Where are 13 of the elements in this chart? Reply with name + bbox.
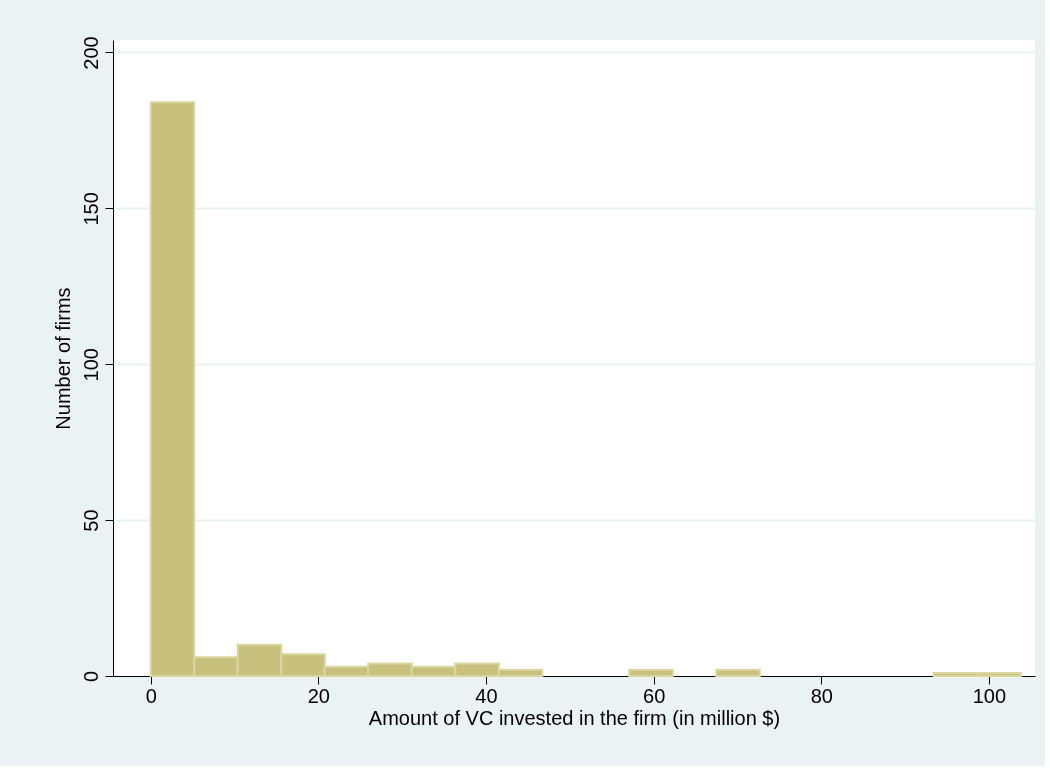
- y-tick-label: 100: [79, 348, 102, 382]
- x-tick-label: 100: [972, 684, 1007, 707]
- y-tick-label: 200: [79, 36, 102, 70]
- y-tick-label: 150: [79, 192, 102, 226]
- x-tick-label: 0: [145, 684, 157, 707]
- x-axis-title: Amount of VC invested in the firm (in million $): [368, 706, 781, 729]
- x-tick-label: 20: [307, 684, 330, 707]
- x-tick-label: 60: [643, 684, 666, 707]
- y-tick-label: 0: [79, 670, 102, 683]
- y-tick-label: 50: [79, 509, 102, 532]
- x-tick-label: 80: [810, 684, 833, 707]
- x-tick-label: 40: [475, 684, 498, 707]
- y-axis-title: Number of firms: [51, 287, 74, 430]
